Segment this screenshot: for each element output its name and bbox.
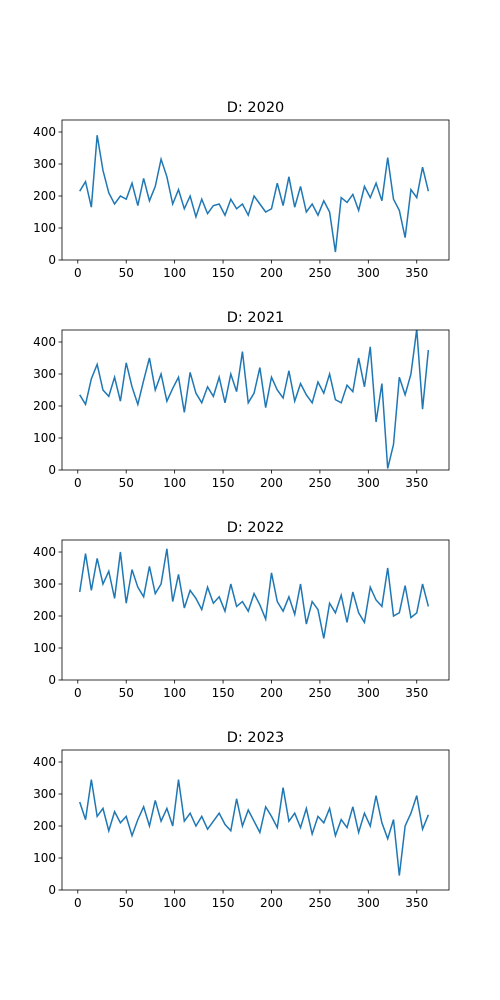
y-tick-label: 100 — [33, 641, 56, 655]
axes-frame — [61, 329, 450, 471]
x-tick-label: 300 — [357, 476, 380, 490]
y-tick-label: 0 — [48, 883, 56, 897]
x-tick-label: 300 — [357, 266, 380, 280]
x-tick-label: 150 — [212, 686, 235, 700]
x-tick-label: 250 — [308, 266, 331, 280]
data-line — [79, 330, 430, 469]
x-tick-label: 0 — [74, 476, 82, 490]
y-tick-label: 300 — [33, 577, 56, 591]
data-line — [79, 135, 430, 253]
x-tick-label: 50 — [119, 686, 134, 700]
axes-frame — [61, 119, 450, 261]
x-tick-label: 0 — [74, 686, 82, 700]
x-tick-label: 150 — [212, 896, 235, 910]
x-tick-label: 250 — [308, 686, 331, 700]
x-tick-label: 100 — [163, 476, 186, 490]
x-tick-label: 350 — [405, 686, 428, 700]
x-tick-label: 350 — [405, 476, 428, 490]
x-tick-label: 100 — [163, 266, 186, 280]
x-tick-label: 200 — [260, 896, 283, 910]
y-tick-label: 400 — [33, 125, 56, 139]
chart-title: D: 2022 — [227, 520, 285, 536]
axes-frame — [61, 539, 450, 681]
chart-title: D: 2021 — [227, 310, 285, 326]
x-tick-label: 150 — [212, 266, 235, 280]
x-tick-label: 150 — [212, 476, 235, 490]
y-tick-label: 100 — [33, 431, 56, 445]
y-tick-label: 200 — [33, 819, 56, 833]
x-tick-label: 250 — [308, 896, 331, 910]
y-tick-label: 100 — [33, 221, 56, 235]
x-tick-label: 350 — [405, 896, 428, 910]
chart-title: D: 2020 — [227, 100, 285, 116]
y-tick-label: 200 — [33, 189, 56, 203]
x-tick-label: 100 — [163, 896, 186, 910]
x-tick-label: 300 — [357, 686, 380, 700]
y-tick-label: 400 — [33, 545, 56, 559]
x-tick-label: 250 — [308, 476, 331, 490]
x-tick-label: 350 — [405, 266, 428, 280]
y-tick-label: 200 — [33, 609, 56, 623]
x-tick-label: 200 — [260, 686, 283, 700]
chart-title: D: 2023 — [227, 730, 285, 746]
y-tick-label: 400 — [33, 755, 56, 769]
x-tick-label: 300 — [357, 896, 380, 910]
data-line — [79, 779, 430, 876]
y-tick-label: 300 — [33, 787, 56, 801]
y-tick-label: 300 — [33, 157, 56, 171]
data-line — [78, 548, 430, 639]
y-tick-label: 100 — [33, 851, 56, 865]
axes-frame — [61, 749, 450, 891]
x-tick-label: 200 — [260, 266, 283, 280]
x-tick-label: 50 — [119, 896, 134, 910]
y-tick-label: 0 — [48, 673, 56, 687]
x-tick-label: 0 — [74, 266, 82, 280]
x-tick-label: 50 — [119, 476, 134, 490]
x-tick-label: 0 — [74, 896, 82, 910]
x-tick-label: 200 — [260, 476, 283, 490]
y-tick-label: 400 — [33, 335, 56, 349]
x-tick-label: 50 — [119, 266, 134, 280]
y-tick-label: 0 — [48, 463, 56, 477]
y-tick-label: 200 — [33, 399, 56, 413]
y-tick-label: 300 — [33, 367, 56, 381]
x-tick-label: 100 — [163, 686, 186, 700]
y-tick-label: 0 — [48, 253, 56, 267]
